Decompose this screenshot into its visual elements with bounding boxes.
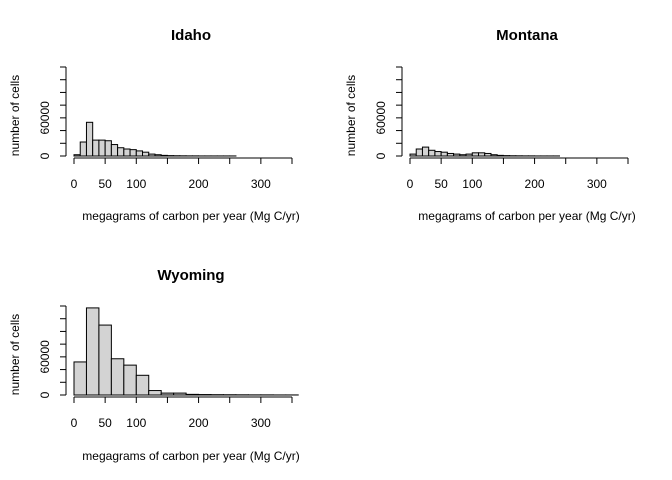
histogram-bar bbox=[160, 392, 175, 396]
x-tick-label: 200 bbox=[189, 416, 209, 430]
y-axis-label: number of cells bbox=[344, 75, 358, 156]
chart-title: Idaho bbox=[171, 27, 211, 44]
x-tick-label: 0 bbox=[71, 416, 78, 430]
histogram-bar bbox=[446, 152, 455, 157]
y-axis-label: number of cells bbox=[8, 314, 22, 395]
x-tick-label: 300 bbox=[251, 177, 271, 191]
histogram-bar bbox=[92, 139, 100, 157]
x-tick-label: 100 bbox=[462, 177, 482, 191]
histogram-bar bbox=[123, 148, 131, 157]
x-tick-label: 50 bbox=[434, 177, 448, 191]
x-tick-label: 300 bbox=[587, 177, 607, 191]
x-tick-label: 100 bbox=[126, 416, 146, 430]
histogram-bar bbox=[98, 139, 106, 157]
histogram-bar bbox=[173, 392, 187, 396]
histogram-bar bbox=[79, 141, 87, 157]
histogram-bar bbox=[490, 154, 498, 157]
x-tick-label: 50 bbox=[98, 416, 112, 430]
x-tick-label: 50 bbox=[98, 177, 112, 191]
chart-title: Wyoming bbox=[157, 267, 224, 284]
y-tick-label: 0 bbox=[38, 152, 52, 159]
x-tick-label: 200 bbox=[189, 177, 209, 191]
histogram-bar bbox=[135, 150, 144, 157]
y-axis-label: number of cells bbox=[8, 75, 22, 156]
y-tick-label: 60000 bbox=[38, 340, 52, 374]
histogram-bar bbox=[459, 154, 467, 157]
histogram-bar bbox=[471, 152, 480, 157]
histogram-bar bbox=[129, 149, 137, 157]
histogram-bar bbox=[98, 324, 112, 396]
x-axis-label: megagrams of carbon per year (Mg C/yr) bbox=[82, 209, 299, 223]
histogram-bar bbox=[110, 144, 119, 157]
histogram-bar bbox=[110, 358, 125, 396]
histogram-bar bbox=[154, 154, 162, 157]
x-tick-label: 0 bbox=[71, 177, 78, 191]
histogram-bar bbox=[478, 152, 486, 157]
x-axis-label: megagrams of carbon per year (Mg C/yr) bbox=[82, 449, 299, 463]
histogram-bar bbox=[415, 148, 423, 157]
histogram-bar bbox=[484, 152, 492, 157]
histogram-bar bbox=[409, 153, 417, 157]
histogram-bar bbox=[440, 151, 448, 157]
y-tick-label: 0 bbox=[374, 152, 388, 159]
x-tick-label: 300 bbox=[251, 416, 271, 430]
histogram-bar bbox=[148, 153, 156, 157]
y-tick-label: 0 bbox=[38, 391, 52, 398]
x-tick-label: 100 bbox=[126, 177, 146, 191]
x-tick-label: 200 bbox=[525, 177, 545, 191]
histogram-bar bbox=[85, 307, 100, 396]
histogram-bar bbox=[104, 140, 112, 157]
y-tick-label: 60000 bbox=[374, 101, 388, 135]
y-tick-label: 60000 bbox=[38, 101, 52, 135]
histogram-bar bbox=[73, 361, 87, 396]
histogram-bar bbox=[421, 146, 430, 157]
histogram-bar bbox=[148, 390, 162, 396]
histogram-bar bbox=[453, 153, 461, 157]
x-axis-label: megagrams of carbon per year (Mg C/yr) bbox=[418, 209, 635, 223]
histogram-bar bbox=[135, 374, 150, 396]
x-tick-label: 0 bbox=[407, 177, 414, 191]
histogram-bar bbox=[465, 153, 473, 157]
histogram-bar bbox=[73, 154, 81, 157]
chart-title: Montana bbox=[496, 27, 558, 44]
histogram-bar bbox=[496, 154, 504, 157]
histogram-bar bbox=[142, 151, 150, 157]
histogram-bar bbox=[123, 364, 137, 396]
histogram-bar bbox=[160, 154, 168, 157]
histogram-bar bbox=[117, 147, 125, 157]
histogram-bar bbox=[428, 149, 436, 157]
histogram-bar bbox=[85, 121, 94, 157]
histogram-bar bbox=[434, 151, 442, 157]
histogram-bar bbox=[185, 393, 200, 396]
